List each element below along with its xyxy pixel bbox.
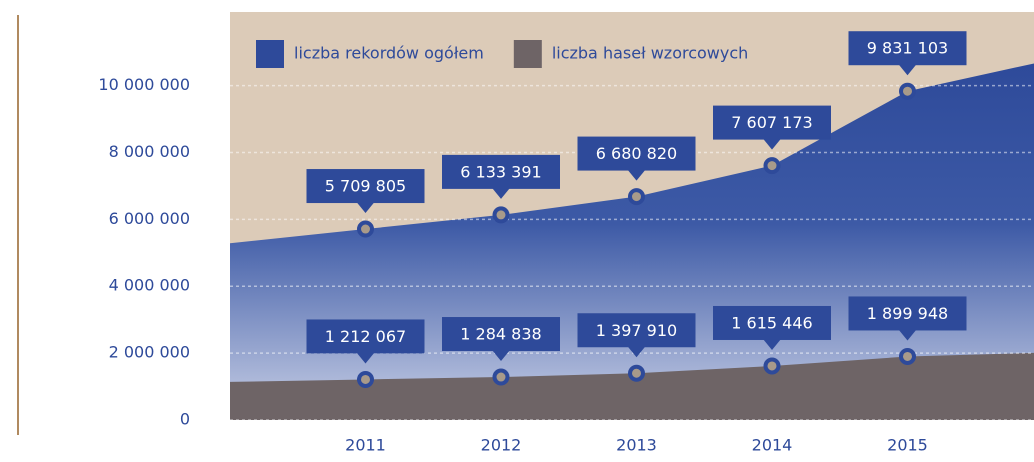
- label-box: [713, 105, 831, 140]
- value-label: 9 831 103: [867, 39, 948, 58]
- label-pointer: [492, 350, 510, 362]
- legend-label: liczba rekordów ogółem: [294, 44, 484, 63]
- point: [899, 82, 916, 100]
- value-label: 5 709 805: [325, 177, 406, 196]
- point: [357, 220, 374, 238]
- legend-label: liczba haseł wzorcowych: [552, 44, 748, 63]
- label-box: [306, 319, 425, 354]
- x-tick-label: 2012: [481, 436, 522, 455]
- label-pointer: [356, 352, 375, 364]
- label-box: [577, 136, 696, 171]
- point: [492, 368, 510, 386]
- label-pointer: [492, 187, 510, 199]
- label-box: [577, 313, 696, 348]
- value-label: 7 607 173: [731, 113, 812, 132]
- label-pointer: [898, 64, 917, 76]
- label-pointer: [627, 169, 646, 181]
- point: [628, 188, 645, 206]
- y-tick-label: 0: [180, 410, 190, 429]
- x-tick-label: 2015: [887, 436, 928, 455]
- y-tick-label: 8 000 000: [109, 142, 190, 161]
- label-pointer: [356, 202, 375, 214]
- label-pointer: [763, 338, 781, 350]
- label-box: [306, 169, 425, 204]
- y-tick-label: 4 000 000: [109, 276, 190, 295]
- label-box: [848, 296, 967, 331]
- y-tick-label: 2 000 000: [109, 343, 190, 362]
- label-pointer: [898, 329, 917, 341]
- legend-swatch: [513, 40, 542, 68]
- point: [492, 206, 510, 224]
- value-label: 6 133 391: [460, 162, 541, 181]
- label-box: [713, 305, 831, 340]
- x-tick-label: 2011: [345, 436, 386, 455]
- value-label: 6 680 820: [596, 144, 677, 163]
- label-pointer: [627, 346, 646, 358]
- y-tick-label: 10 000 000: [98, 75, 190, 94]
- legend-swatch: [256, 40, 284, 68]
- value-label: 1 397 910: [596, 321, 677, 340]
- value-label: 1 615 446: [731, 313, 812, 332]
- value-label: 1 899 948: [867, 304, 948, 323]
- point: [628, 364, 645, 382]
- point: [357, 370, 374, 388]
- value-label: 1 284 838: [460, 325, 541, 344]
- area: [230, 352, 1034, 420]
- x-tick-label: 2014: [752, 436, 793, 455]
- label-box: [442, 317, 560, 352]
- point: [763, 357, 781, 375]
- label-box: [848, 31, 967, 66]
- label-box: [442, 154, 560, 189]
- point: [763, 157, 781, 175]
- y-tick-label: 6 000 000: [109, 209, 190, 228]
- point: [899, 347, 916, 365]
- label-pointer: [763, 138, 781, 150]
- value-label: 1 212 067: [325, 327, 406, 346]
- x-tick-label: 2013: [616, 436, 657, 455]
